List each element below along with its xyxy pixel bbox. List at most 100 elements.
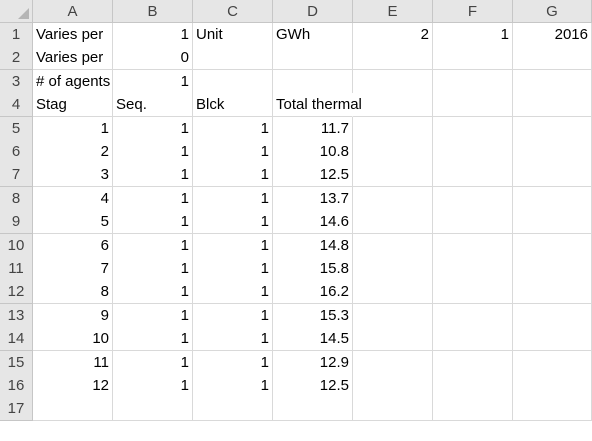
cell-f9[interactable] bbox=[433, 210, 513, 235]
cell-g17[interactable] bbox=[513, 397, 592, 422]
cell-e8[interactable] bbox=[353, 186, 433, 211]
row-header-13[interactable]: 13 bbox=[0, 303, 33, 328]
cell-b13[interactable]: 1 bbox=[113, 303, 193, 328]
cell-a1[interactable]: Varies per bbox=[33, 23, 113, 47]
column-header-e[interactable]: E bbox=[353, 0, 433, 23]
cell-e1[interactable]: 2 bbox=[353, 23, 433, 47]
cell-e12[interactable] bbox=[353, 280, 433, 305]
cell-a4[interactable]: Stag bbox=[33, 93, 113, 118]
cell-f8[interactable] bbox=[433, 186, 513, 211]
cell-f1[interactable]: 1 bbox=[433, 23, 513, 47]
cell-e16[interactable] bbox=[353, 374, 433, 398]
row-header-14[interactable]: 14 bbox=[0, 327, 33, 352]
cell-c5[interactable]: 1 bbox=[193, 116, 273, 141]
cell-a16[interactable]: 12 bbox=[33, 374, 113, 398]
cell-g10[interactable] bbox=[513, 233, 592, 258]
cell-c8[interactable]: 1 bbox=[193, 186, 273, 211]
column-header-b[interactable]: B bbox=[113, 0, 193, 23]
cell-d10[interactable]: 14.8 bbox=[273, 233, 353, 258]
cell-e5[interactable] bbox=[353, 116, 433, 141]
cell-b9[interactable]: 1 bbox=[113, 210, 193, 235]
cell-e17[interactable] bbox=[353, 397, 433, 422]
cell-e7[interactable] bbox=[353, 163, 433, 188]
cell-f5[interactable] bbox=[433, 116, 513, 141]
cell-e3[interactable] bbox=[353, 69, 433, 94]
cell-g3[interactable] bbox=[513, 69, 592, 94]
row-header-16[interactable]: 16 bbox=[0, 374, 33, 398]
cell-a11[interactable]: 7 bbox=[33, 257, 113, 281]
cell-d2[interactable] bbox=[273, 46, 353, 71]
cell-c9[interactable]: 1 bbox=[193, 210, 273, 235]
cell-g8[interactable] bbox=[513, 186, 592, 211]
cell-e14[interactable] bbox=[353, 327, 433, 352]
cell-a8[interactable]: 4 bbox=[33, 186, 113, 211]
cell-a10[interactable]: 6 bbox=[33, 233, 113, 258]
row-header-11[interactable]: 11 bbox=[0, 257, 33, 281]
cell-b5[interactable]: 1 bbox=[113, 116, 193, 141]
cell-c4[interactable]: Blck bbox=[193, 93, 273, 118]
cell-c6[interactable]: 1 bbox=[193, 140, 273, 164]
cell-c1[interactable]: Unit bbox=[193, 23, 273, 47]
cell-f4[interactable] bbox=[433, 93, 513, 118]
cell-f12[interactable] bbox=[433, 280, 513, 305]
cell-e11[interactable] bbox=[353, 257, 433, 281]
cell-b16[interactable]: 1 bbox=[113, 374, 193, 398]
cell-f16[interactable] bbox=[433, 374, 513, 398]
cell-f7[interactable] bbox=[433, 163, 513, 188]
cell-f13[interactable] bbox=[433, 303, 513, 328]
row-header-6[interactable]: 6 bbox=[0, 140, 33, 164]
cell-d1[interactable]: GWh bbox=[273, 23, 353, 47]
cell-d5[interactable]: 11.7 bbox=[273, 116, 353, 141]
cell-g2[interactable] bbox=[513, 46, 592, 71]
cell-a6[interactable]: 2 bbox=[33, 140, 113, 164]
cell-b4[interactable]: Seq. bbox=[113, 93, 193, 118]
cell-c15[interactable]: 1 bbox=[193, 350, 273, 375]
row-header-17[interactable]: 17 bbox=[0, 397, 33, 422]
cell-g15[interactable] bbox=[513, 350, 592, 375]
cell-b6[interactable]: 1 bbox=[113, 140, 193, 164]
cell-d3[interactable] bbox=[273, 69, 353, 94]
cell-a14[interactable]: 10 bbox=[33, 327, 113, 352]
cell-d8[interactable]: 13.7 bbox=[273, 186, 353, 211]
cell-c12[interactable]: 1 bbox=[193, 280, 273, 305]
column-header-f[interactable]: F bbox=[433, 0, 513, 23]
cell-e9[interactable] bbox=[353, 210, 433, 235]
cell-g16[interactable] bbox=[513, 374, 592, 398]
cell-d17[interactable] bbox=[273, 397, 353, 422]
row-header-9[interactable]: 9 bbox=[0, 210, 33, 235]
cell-c2[interactable] bbox=[193, 46, 273, 71]
cell-b2[interactable]: 0 bbox=[113, 46, 193, 71]
cell-a5[interactable]: 1 bbox=[33, 116, 113, 141]
row-header-3[interactable]: 3 bbox=[0, 69, 33, 94]
cell-a17[interactable] bbox=[33, 397, 113, 422]
cell-f11[interactable] bbox=[433, 257, 513, 281]
cell-f14[interactable] bbox=[433, 327, 513, 352]
cell-d9[interactable]: 14.6 bbox=[273, 210, 353, 235]
cell-b14[interactable]: 1 bbox=[113, 327, 193, 352]
cell-g9[interactable] bbox=[513, 210, 592, 235]
cell-c7[interactable]: 1 bbox=[193, 163, 273, 188]
cell-g6[interactable] bbox=[513, 140, 592, 164]
row-header-4[interactable]: 4 bbox=[0, 93, 33, 118]
cell-d14[interactable]: 14.5 bbox=[273, 327, 353, 352]
cell-e6[interactable] bbox=[353, 140, 433, 164]
column-header-d[interactable]: D bbox=[273, 0, 353, 23]
column-header-g[interactable]: G bbox=[513, 0, 592, 23]
cell-e13[interactable] bbox=[353, 303, 433, 328]
cell-c3[interactable] bbox=[193, 69, 273, 94]
cell-e4[interactable] bbox=[353, 93, 433, 118]
cell-d12[interactable]: 16.2 bbox=[273, 280, 353, 305]
cell-c13[interactable]: 1 bbox=[193, 303, 273, 328]
cell-b8[interactable]: 1 bbox=[113, 186, 193, 211]
cell-d16[interactable]: 12.5 bbox=[273, 374, 353, 398]
cell-g4[interactable] bbox=[513, 93, 592, 118]
cell-g1[interactable]: 2016 bbox=[513, 23, 592, 47]
cell-b17[interactable] bbox=[113, 397, 193, 422]
cell-a7[interactable]: 3 bbox=[33, 163, 113, 188]
cell-a15[interactable]: 11 bbox=[33, 350, 113, 375]
cell-d11[interactable]: 15.8 bbox=[273, 257, 353, 281]
cell-f6[interactable] bbox=[433, 140, 513, 164]
cell-g11[interactable] bbox=[513, 257, 592, 281]
cell-f3[interactable] bbox=[433, 69, 513, 94]
row-header-2[interactable]: 2 bbox=[0, 46, 33, 71]
